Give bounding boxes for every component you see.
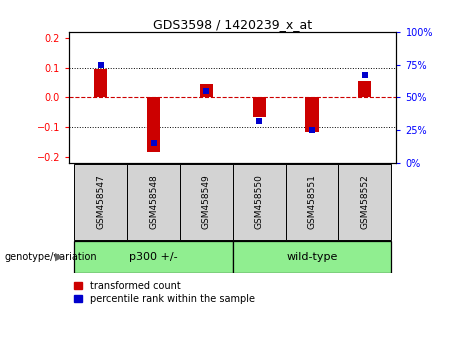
Point <box>97 62 105 68</box>
Text: genotype/variation: genotype/variation <box>5 252 97 262</box>
Bar <box>305 97 319 132</box>
Text: GSM458547: GSM458547 <box>96 175 105 229</box>
Bar <box>147 97 160 153</box>
Bar <box>253 97 266 117</box>
FancyBboxPatch shape <box>233 164 286 240</box>
Point <box>255 118 263 124</box>
FancyBboxPatch shape <box>127 164 180 240</box>
FancyBboxPatch shape <box>338 164 391 240</box>
Title: GDS3598 / 1420239_x_at: GDS3598 / 1420239_x_at <box>153 18 313 31</box>
FancyBboxPatch shape <box>233 241 391 273</box>
Text: p300 +/-: p300 +/- <box>129 252 178 262</box>
Legend: transformed count, percentile rank within the sample: transformed count, percentile rank withi… <box>74 281 254 304</box>
Text: ▶: ▶ <box>55 252 64 262</box>
FancyBboxPatch shape <box>180 164 233 240</box>
FancyBboxPatch shape <box>74 241 233 273</box>
Point <box>150 141 157 146</box>
Bar <box>358 81 372 97</box>
Point <box>203 88 210 94</box>
Text: GSM458550: GSM458550 <box>254 174 264 229</box>
Text: GSM458552: GSM458552 <box>361 175 369 229</box>
Text: GSM458549: GSM458549 <box>202 175 211 229</box>
Point <box>361 72 368 78</box>
Point <box>308 127 316 133</box>
Text: wild-type: wild-type <box>286 252 337 262</box>
Bar <box>200 84 213 97</box>
Text: GSM458551: GSM458551 <box>307 174 317 229</box>
Text: GSM458548: GSM458548 <box>149 175 158 229</box>
FancyBboxPatch shape <box>74 164 127 240</box>
FancyBboxPatch shape <box>286 164 338 240</box>
Bar <box>94 69 107 97</box>
